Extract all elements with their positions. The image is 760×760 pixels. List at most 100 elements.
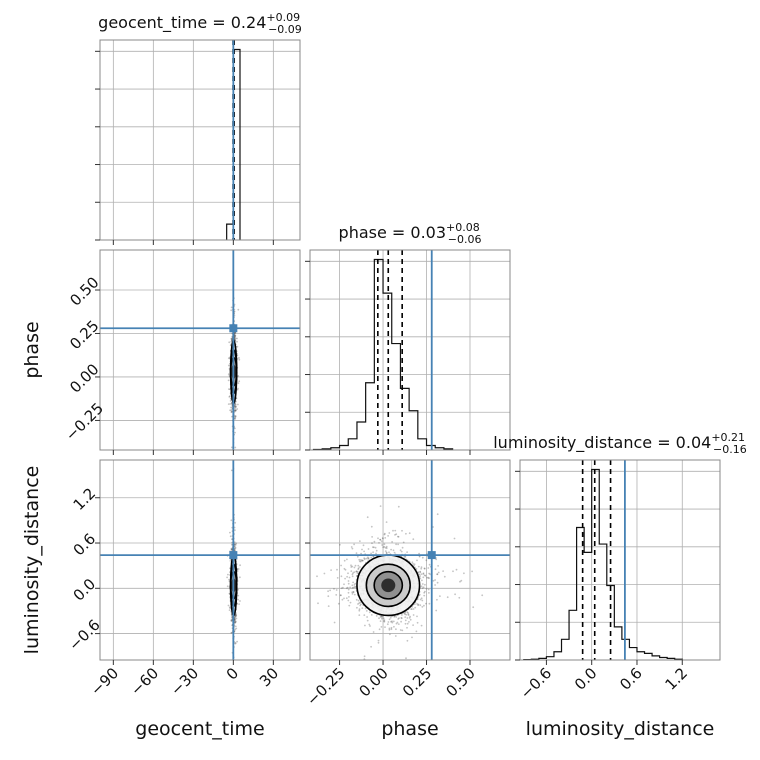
joint-panel-geocent_time-luminosity_distance: −90 −60 −30 0 30−0.60.00.61.2 [65,459,301,699]
scatter-point [227,357,230,360]
joint-panel-geocent_time-phase: −0.250.000.250.50 [62,249,301,455]
scatter-point [402,541,405,544]
panel-title-upper-error: +0.08 [446,221,480,234]
scatter-point [230,410,233,413]
scatter-point [237,308,240,311]
scatter-point [236,640,239,643]
scatter-point [235,406,237,408]
scatter-point [368,611,371,614]
scatter-point [234,544,237,546]
scatter-point [238,358,241,361]
scatter-point [230,543,233,546]
scatter-point [234,642,237,645]
y-tick-label: 1.2 [70,484,100,514]
scatter-point [372,631,375,633]
scatter-point [227,403,230,405]
scatter-point [230,411,233,414]
scatter-point [230,306,233,309]
scatter-point [401,529,403,532]
scatter-point [235,614,238,617]
scatter-point [234,628,237,631]
scatter-point [393,551,396,554]
scatter-point [235,405,237,408]
scatter-point [234,642,237,644]
scatter-point [234,619,236,622]
scatter-point [228,578,231,581]
scatter-point [436,513,439,516]
scatter-point [234,521,237,524]
scatter-point [229,560,232,562]
scatter-point [230,548,233,550]
panel-content [310,460,510,660]
scatter-point [349,586,351,589]
panel-title-lower-error: −0.09 [268,23,302,36]
scatter-point [336,568,338,571]
scatter-point [239,600,241,602]
scatter-point [237,387,239,390]
scatter-point [230,309,233,312]
scatter-point [230,519,233,522]
scatter-point [234,621,237,624]
scatter-point [347,582,350,585]
scatter-point [400,550,403,553]
scatter-point [237,594,240,597]
scatter-point [234,415,237,418]
scatter-point [404,613,406,616]
panel-border [519,459,721,661]
scatter-point [239,564,242,567]
hist-panel-phase: phase = 0.03+0.08 −0.06 [305,221,511,455]
scatter-point [347,580,350,582]
scatter-point [234,431,236,434]
scatter-point [234,337,237,340]
scatter-point [234,616,237,618]
scatter-point [380,626,383,628]
scatter-point [234,409,236,412]
scatter-point [227,379,230,382]
scatter-point [362,544,365,547]
panel-background [310,460,510,660]
panel-background [100,250,300,450]
scatter-point [234,615,237,618]
scatter-point [227,604,230,607]
y-tick-label: 0.00 [66,360,102,396]
scatter-point [356,572,359,575]
panel-border [99,249,301,451]
scatter-point [233,336,236,339]
scatter-point [230,339,233,341]
panel-content [310,250,510,450]
x-tick-label: −60 [127,664,162,699]
scatter-point [234,622,237,624]
scatter-point [234,405,237,408]
scatter-point [412,608,415,610]
panel-border [309,249,511,451]
scatter-point [234,335,237,338]
scatter-point [374,546,377,549]
panel-background [100,40,300,240]
scatter-point [234,338,236,341]
scatter-point [235,613,238,616]
scatter-point [230,410,233,413]
scatter-point [234,416,237,418]
x-tick-label: 0 [223,664,242,683]
panel-border [99,459,301,661]
scatter-point [381,617,383,620]
scatter-point [234,547,237,550]
scatter-point [423,567,426,570]
scatter-point [234,614,237,617]
panel-title-value: geocent_time = 0.24 [98,13,266,33]
scatter-point [434,584,436,586]
scatter-point [230,469,233,472]
scatter-point [230,337,233,340]
scatter-point [229,395,231,397]
scatter-point [364,624,366,627]
scatter-point [228,606,231,609]
scatter-point [424,574,427,577]
scatter-point [236,345,239,348]
joint-panel-phase-luminosity_distance: −0.25 0.00 0.25 0.50 [303,459,511,709]
scatter-point [234,407,237,409]
scatter-point [423,567,426,570]
scatter-point [238,357,240,359]
scatter-point [234,427,236,430]
scatter-point [400,620,402,623]
